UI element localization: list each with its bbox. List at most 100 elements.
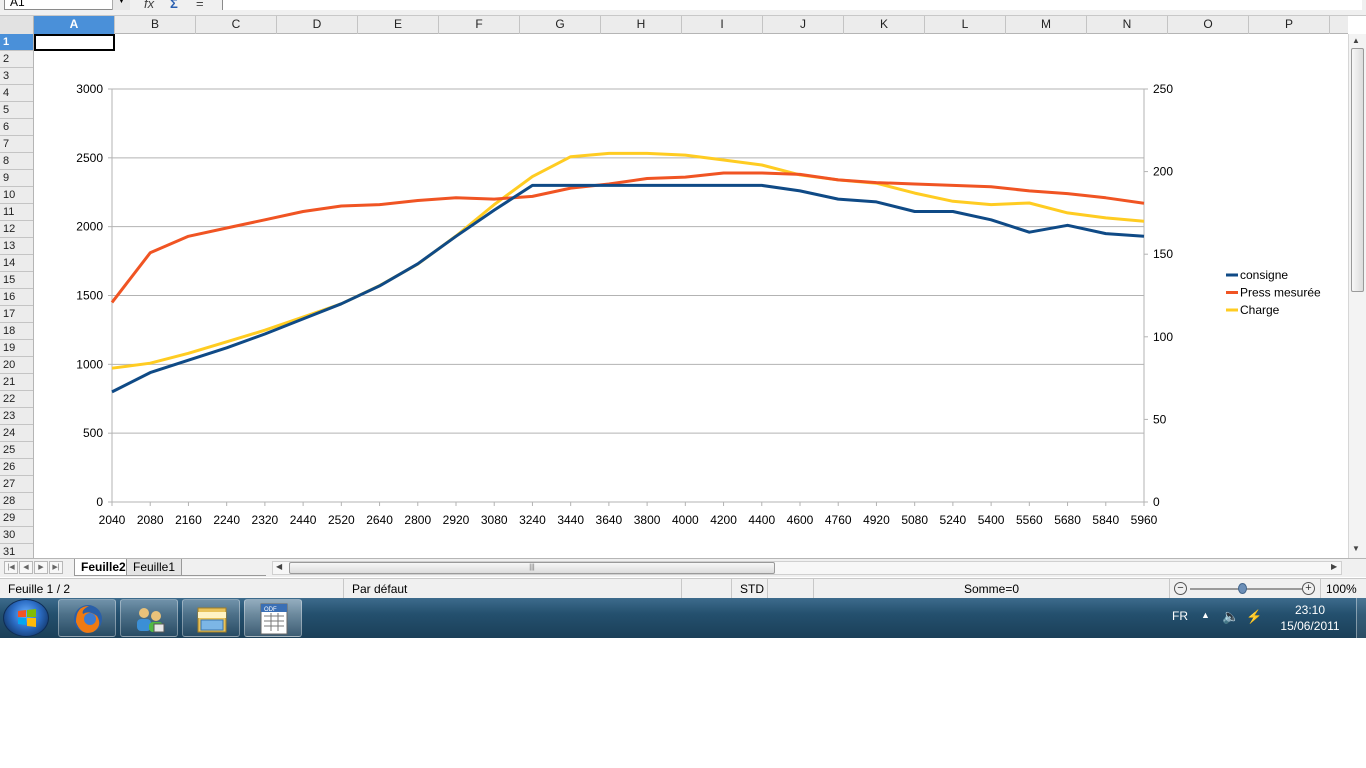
row-header-23[interactable]: 23 xyxy=(0,408,33,425)
row-header-15[interactable]: 15 xyxy=(0,272,33,289)
x-tick-label: 2080 xyxy=(137,513,164,527)
row-header-17[interactable]: 17 xyxy=(0,306,33,323)
x-tick-label: 5240 xyxy=(940,513,967,527)
row-header-29[interactable]: 29 xyxy=(0,510,33,527)
scroll-down-arrow-icon[interactable]: ▼ xyxy=(1352,544,1360,553)
system-clock[interactable]: 23:10 15/06/2011 xyxy=(1272,602,1348,634)
vertical-scroll-thumb[interactable] xyxy=(1351,48,1364,292)
next-sheet-nav-icon[interactable]: ▶ xyxy=(34,561,48,574)
column-header-c[interactable]: C xyxy=(196,16,277,34)
column-header-g[interactable]: G xyxy=(520,16,601,34)
x-tick-label: 5080 xyxy=(901,513,928,527)
row-header-8[interactable]: 8 xyxy=(0,153,33,170)
name-box-dropdown-button[interactable]: ▼ xyxy=(112,0,130,10)
show-desktop-button[interactable] xyxy=(1356,598,1366,638)
row-header-5[interactable]: 5 xyxy=(0,102,33,119)
zoom-in-icon[interactable]: + xyxy=(1302,582,1315,595)
scroll-left-arrow-icon[interactable]: ◀ xyxy=(276,562,283,571)
horizontal-scroll-thumb[interactable]: ||| xyxy=(289,562,775,574)
y-left-tick-label: 1500 xyxy=(76,289,103,303)
zoom-out-icon[interactable]: − xyxy=(1174,582,1187,595)
show-hidden-icons-icon[interactable]: ▲ xyxy=(1201,610,1210,620)
column-header-p[interactable]: P xyxy=(1249,16,1330,34)
row-header-20[interactable]: 20 xyxy=(0,357,33,374)
row-header-24[interactable]: 24 xyxy=(0,425,33,442)
row-header-1[interactable]: 1 xyxy=(0,34,33,51)
select-all-corner[interactable] xyxy=(0,16,34,34)
row-header-18[interactable]: 18 xyxy=(0,323,33,340)
column-header-f[interactable]: F xyxy=(439,16,520,34)
row-header-16[interactable]: 16 xyxy=(0,289,33,306)
spreadsheet-taskbar-button[interactable]: ODF xyxy=(244,599,302,637)
x-tick-label: 3080 xyxy=(481,513,508,527)
zoom-slider-knob[interactable] xyxy=(1238,583,1247,594)
row-header-30[interactable]: 30 xyxy=(0,527,33,544)
power-plug-icon[interactable]: ⚡ xyxy=(1246,609,1263,624)
equals-icon[interactable]: = xyxy=(196,0,204,11)
windows-logo-icon xyxy=(18,609,36,627)
row-header-12[interactable]: 12 xyxy=(0,221,33,238)
row-header-19[interactable]: 19 xyxy=(0,340,33,357)
column-header-j[interactable]: J xyxy=(763,16,844,34)
function-wizard-icon[interactable]: fx xyxy=(144,0,155,11)
row-header-13[interactable]: 13 xyxy=(0,238,33,255)
separator-cell xyxy=(682,579,732,599)
row-header-4[interactable]: 4 xyxy=(0,85,33,102)
column-header-l[interactable]: L xyxy=(925,16,1006,34)
column-header-e[interactable]: E xyxy=(358,16,439,34)
file-explorer-taskbar-button[interactable] xyxy=(182,599,240,637)
x-tick-label: 2240 xyxy=(213,513,240,527)
row-header-3[interactable]: 3 xyxy=(0,68,33,85)
row-header-26[interactable]: 26 xyxy=(0,459,33,476)
column-header-o[interactable]: O xyxy=(1168,16,1249,34)
row-header-2[interactable]: 2 xyxy=(0,51,33,68)
sheet-position: Feuille 1 / 2 xyxy=(0,579,344,599)
row-header-25[interactable]: 25 xyxy=(0,442,33,459)
column-header-b[interactable]: B xyxy=(115,16,196,34)
row-header-31[interactable]: 31 xyxy=(0,544,33,558)
column-header-i[interactable]: I xyxy=(682,16,763,34)
column-header-h[interactable]: H xyxy=(601,16,682,34)
column-header-a[interactable]: A xyxy=(34,16,115,34)
volume-icon[interactable]: 🔈 xyxy=(1222,608,1240,624)
column-header-n[interactable]: N xyxy=(1087,16,1168,34)
line-chart[interactable]: 0 500 1000 1500 2000 2500 3000 0 50 100 150 200 250 2… xyxy=(34,34,1348,558)
row-header-6[interactable]: 6 xyxy=(0,119,33,136)
row-header-14[interactable]: 14 xyxy=(0,255,33,272)
row-header-22[interactable]: 22 xyxy=(0,391,33,408)
sheet-tab[interactable]: Feuille1 xyxy=(126,559,183,576)
scroll-up-arrow-icon[interactable]: ▲ xyxy=(1352,36,1360,45)
column-header-d[interactable]: D xyxy=(277,16,358,34)
network-users-taskbar-button[interactable] xyxy=(120,599,178,637)
x-tick-label: 4200 xyxy=(710,513,737,527)
sum-display[interactable]: Somme=0 xyxy=(814,579,1170,599)
selection-mode[interactable]: STD xyxy=(732,579,768,599)
prev-sheet-nav-icon[interactable]: ◀ xyxy=(19,561,33,574)
row-header-27[interactable]: 27 xyxy=(0,476,33,493)
horizontal-scrollbar[interactable]: ◀ ||| ▶ xyxy=(272,561,1342,575)
formula-input[interactable] xyxy=(222,0,1362,10)
selected-cell[interactable] xyxy=(34,34,115,51)
row-header-11[interactable]: 11 xyxy=(0,204,33,221)
language-indicator[interactable]: FR xyxy=(1172,609,1188,623)
file-explorer-icon xyxy=(197,607,227,633)
scroll-right-arrow-icon[interactable]: ▶ xyxy=(1331,562,1338,571)
firefox-taskbar-button[interactable] xyxy=(58,599,116,637)
row-header-28[interactable]: 28 xyxy=(0,493,33,510)
last-sheet-nav-icon[interactable]: ▶| xyxy=(49,561,63,574)
first-sheet-nav-icon[interactable]: |◀ xyxy=(4,561,18,574)
page-style[interactable]: Par défaut xyxy=(344,579,682,599)
zoom-percentage[interactable]: 100% xyxy=(1320,579,1366,599)
row-header-7[interactable]: 7 xyxy=(0,136,33,153)
vertical-scrollbar[interactable]: ▲ ▼ xyxy=(1348,34,1366,558)
x-tick-label: 2920 xyxy=(443,513,470,527)
row-header-9[interactable]: 9 xyxy=(0,170,33,187)
sum-icon[interactable]: Σ xyxy=(170,0,178,11)
column-header-k[interactable]: K xyxy=(844,16,925,34)
row-header-21[interactable]: 21 xyxy=(0,374,33,391)
sheet-tab[interactable]: Feuille2 xyxy=(74,559,133,576)
start-button[interactable] xyxy=(3,599,49,637)
row-header-10[interactable]: 10 xyxy=(0,187,33,204)
column-header-m[interactable]: M xyxy=(1006,16,1087,34)
